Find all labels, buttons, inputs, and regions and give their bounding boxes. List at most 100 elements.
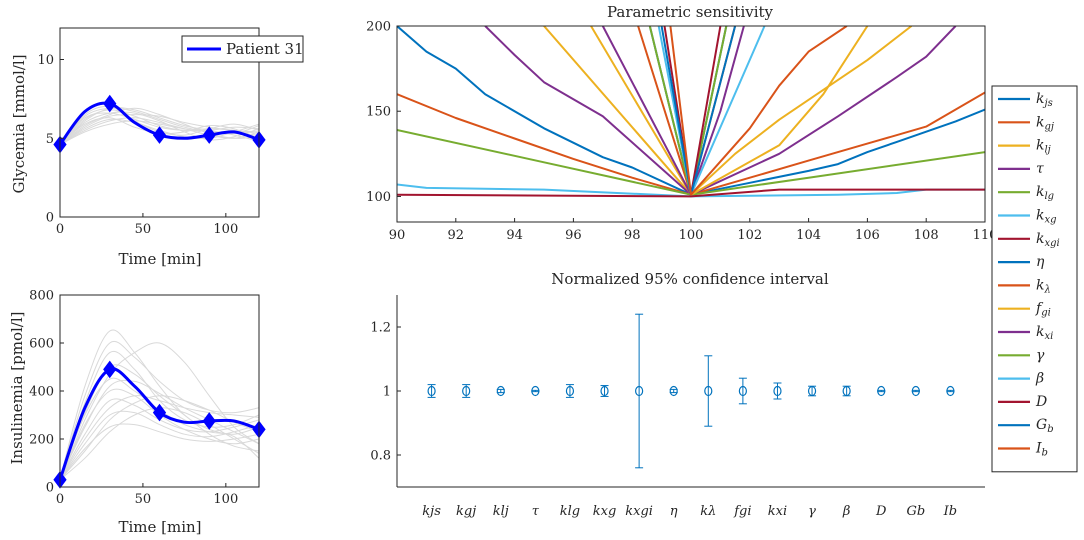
ci-point-G_b [911,385,920,397]
patient-legend-label: Patient 31 [226,40,304,58]
legend-box [991,85,1078,473]
legend-label-G_b: Gb [1036,417,1054,435]
glycemia-xtick-label: 50 [135,222,152,237]
sensitivity-xtick-label: 100 [679,228,704,243]
glycemia-xtick-label: 100 [213,222,238,237]
ci-category-label: fgi [733,504,751,519]
ci-point-eta [669,385,678,397]
glycemia-axes-frame [59,27,260,218]
insulinemia-xtick-label: 0 [56,492,64,507]
legend-label-k_lj: klj [1036,138,1051,156]
ci-category-label: η [670,504,678,519]
ci-category-label: klj [493,504,509,519]
legend-label-eta: η [1036,254,1045,270]
legend-label-k_xi: kxi [1036,324,1053,342]
sensitivity-line-tau [484,26,957,196]
legend-label-beta: β [1035,371,1044,387]
glycemia-ylabel: Glycemia [mmol/l] [10,54,28,193]
sensitivity-line-I_b [669,26,848,196]
sensitivity-line-f_gi [590,26,869,196]
insulinemia-ylabel: Insulinemia [pmol/l] [8,311,26,464]
sensitivity-line-k_js [397,26,985,196]
ci-category-label: D [875,504,887,519]
insulinemia-population-curve [60,350,259,480]
sensitivity-ytick-label: 150 [366,105,391,120]
insulinemia-sample-marker [202,412,216,430]
insulinemia-ytick-label: 600 [29,337,54,352]
glycemia-sample-marker [202,126,216,144]
ci-point-I_b [946,385,955,397]
ci-category-label: Gb [906,504,925,519]
ci-point-gamma [807,385,817,397]
insulinemia-panel: 0 50 100 0 200 400 600 800 [29,289,266,507]
sensitivity-xtick-label: 94 [506,228,523,243]
glycemia-xtick-label: 0 [56,222,64,237]
glycemia-ytick-label: 0 [46,211,54,226]
legend-label-k_lg: klg [1036,184,1054,202]
legend-label-tau: τ [1036,161,1044,177]
insulinemia-sample-marker [152,403,167,422]
glycemia-ytick-label: 5 [46,132,54,147]
ci-category-label: kλ [700,504,716,519]
ci-category-label: γ [808,504,816,519]
ci-point-k_xi [773,385,782,397]
insulinemia-population-curve [60,341,259,480]
sensitivity-line-k_lj [543,26,913,196]
ci-point-k_js [427,385,436,397]
ci-category-label: kxi [768,504,787,519]
insulinemia-sample-marker [103,360,117,379]
legend-label-k_lambda: kλ [1036,277,1051,295]
ci-point-f_gi [738,385,747,397]
glycemia-sample-marker [152,126,167,144]
sensitivity-panel: 90 92 94 96 98 100 102 104 106 108 110 100 150 200 [366,20,997,244]
insulinemia-xtick-label: 50 [135,492,152,507]
sensitivity-xtick-label: 90 [389,228,406,243]
legend-label-f_gi: fgi [1035,301,1051,319]
legend-label-D: D [1035,394,1047,410]
legend-label-gamma: γ [1036,347,1045,363]
insulinemia-ytick-label: 200 [29,433,54,448]
glycemia-ytick-label: 10 [37,53,54,68]
insulinemia-population-curve [60,410,259,481]
ci-category-label: τ [532,504,540,519]
parameter-legend: kjs kgj klj τ klg kxg kxgi η kλ fgi kxi γβD Gb Ib [991,85,1078,473]
sensitivity-ytick-label: 200 [366,20,391,35]
glycemia-population-curve [60,114,259,146]
insulinemia-ytick-label: 400 [29,385,54,400]
ci-category-label: kgj [456,504,476,519]
sensitivity-xtick-label: 102 [737,228,762,243]
ci-point-tau [531,385,540,397]
legend-label-k_js: kjs [1036,91,1053,109]
ci-category-label: β [842,504,851,519]
ci-point-beta [842,385,851,397]
ci-category-label: Ib [943,504,957,519]
sensitivity-line-k_gj [397,91,985,196]
ci-point-k_xgi [635,385,644,397]
ci-ytick-label: 1 [383,385,391,400]
sensitivity-title: Parametric sensitivity [607,3,774,21]
sensitivity-xtick-label: 104 [796,228,821,243]
sensitivity-ytick-label: 100 [366,190,391,205]
ci-point-k_gj [462,385,471,397]
insulinemia-ytick-label: 800 [29,289,54,304]
sensitivity-xtick-label: 98 [624,228,641,243]
ci-point-k_lambda [704,385,713,397]
insulinemia-xtick-label: 100 [213,492,238,507]
legend-label-k_xg: kxg [1036,208,1057,226]
insulinemia-xlabel: Time [min] [118,518,201,536]
sensitivity-line-k_xi [601,26,745,196]
legend-label-k_xgi: kxgi [1036,231,1060,249]
ci-point-k_xg [600,385,609,397]
ci-point-k_lj [496,385,505,397]
ci-point-D [877,385,886,397]
glycemia-panel: 0 50 100 0 5 10 Patient 31 [37,27,304,237]
legend-label-I_b: Ib [1035,441,1048,459]
patient-legend-box [181,35,304,63]
confidence-panel: kjs kgj klj τ klg kxg kxgi η kλ fgi kxi γ β D Gb Ib 0.8 1… [370,295,985,519]
sensitivity-xtick-label: 106 [855,228,880,243]
insulinemia-ytick-label: 0 [46,481,54,496]
ci-category-label: klg [560,504,580,519]
legend-label-k_gj: kgj [1036,114,1054,132]
sensitivity-xtick-label: 96 [565,228,582,243]
glycemia-population-curve [60,111,259,145]
